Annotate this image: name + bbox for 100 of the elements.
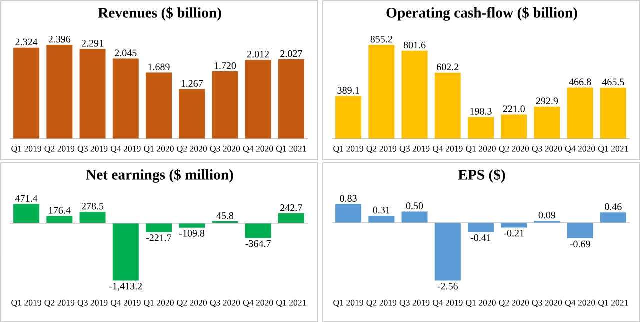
- bar: [146, 72, 172, 139]
- data-label: 1.267: [182, 80, 204, 88]
- x-tick-label: Q2 2020: [499, 146, 530, 154]
- x-tick-label: Q4 2020: [243, 146, 274, 154]
- x-tick-label: Q4 2020: [565, 300, 596, 308]
- data-label: -0.41: [470, 234, 491, 242]
- x-tick-label: Q1 2019: [334, 146, 364, 154]
- data-label: 0.50: [406, 202, 424, 210]
- bar: [336, 96, 362, 139]
- x-tick-label: Q1 2020: [466, 146, 496, 154]
- data-label: 198.3: [470, 108, 492, 115]
- data-label: 278.5: [82, 203, 104, 210]
- data-label: -0.69: [570, 240, 590, 248]
- data-label: 0.09: [538, 212, 556, 219]
- x-tick-label: Q4 2019: [432, 300, 463, 308]
- x-tick-label: Q3 2020: [532, 300, 562, 308]
- data-label: 602.2: [437, 64, 459, 71]
- x-tick-label: Q4 2019: [110, 146, 141, 154]
- x-tick-label: Q2 2020: [499, 300, 530, 308]
- x-tick-label: Q2 2020: [177, 146, 208, 154]
- x-tick-label: Q1 2019: [12, 300, 42, 308]
- chart-title: Revenues ($ billion): [98, 7, 222, 21]
- bar: [245, 60, 272, 139]
- bar: [368, 216, 395, 223]
- x-tick-label: Q1 2020: [466, 300, 496, 308]
- bar: [179, 89, 206, 139]
- data-label: 855.2: [370, 36, 392, 43]
- bar: [600, 212, 626, 223]
- x-tick-label: Q1 2020: [144, 300, 174, 308]
- x-tick-label: Q4 2019: [110, 300, 141, 308]
- data-label: -221.7: [146, 234, 172, 242]
- x-tick-label: Q2 2020: [177, 300, 208, 308]
- bar: [146, 223, 172, 232]
- bar: [46, 216, 73, 224]
- x-tick-label: Q3 2019: [400, 146, 430, 154]
- data-label: -2.56: [438, 283, 458, 290]
- bar: [567, 88, 594, 139]
- bar: [212, 72, 238, 139]
- bar: [80, 212, 106, 224]
- x-tick-label: Q3 2019: [78, 146, 108, 154]
- bar: [402, 50, 428, 139]
- data-label: 801.6: [404, 42, 426, 49]
- x-tick-label: Q2 2019: [44, 300, 75, 308]
- bar: [534, 106, 560, 139]
- data-label: 389.1: [338, 87, 360, 94]
- x-tick-label: Q1 2021: [276, 300, 306, 308]
- x-tick-label: Q4 2019: [432, 146, 463, 154]
- data-label: -364.7: [246, 240, 271, 248]
- x-tick-label: Q1 2021: [598, 146, 628, 154]
- bar: [245, 223, 272, 238]
- x-tick-label: Q3 2020: [210, 300, 240, 308]
- data-label: 242.7: [280, 204, 302, 212]
- bar: [402, 212, 428, 223]
- x-tick-label: Q1 2021: [276, 146, 306, 154]
- bar: [567, 222, 594, 239]
- bar: [46, 45, 73, 139]
- data-label: 1.720: [214, 62, 236, 70]
- x-tick-label: Q2 2019: [366, 300, 397, 308]
- bar: [468, 222, 494, 232]
- bar: [179, 223, 206, 228]
- x-tick-label: Q3 2020: [532, 146, 562, 154]
- bar: [112, 223, 139, 281]
- data-label: 465.5: [602, 78, 624, 86]
- data-label: 471.4: [15, 195, 38, 202]
- data-label: 0.46: [605, 204, 622, 210]
- data-label: 2.012: [248, 51, 270, 58]
- bar: [278, 60, 304, 139]
- data-label: 45.8: [216, 212, 234, 220]
- data-label: 2.027: [280, 50, 302, 58]
- data-label: 176.4: [49, 207, 71, 214]
- x-tick-label: Q4 2020: [243, 300, 274, 308]
- chart-title: Net earnings ($ million): [86, 169, 234, 183]
- x-tick-label: Q1 2019: [12, 146, 42, 154]
- bar: [600, 88, 626, 139]
- x-tick-label: Q3 2019: [400, 300, 430, 308]
- data-label: -109.8: [180, 230, 205, 237]
- x-tick-label: Q1 2021: [598, 300, 628, 308]
- x-tick-label: Q2 2019: [44, 146, 75, 154]
- bar: [468, 117, 494, 139]
- x-tick-label: Q1 2020: [144, 146, 174, 154]
- bar: [14, 204, 40, 224]
- x-tick-label: Q3 2019: [78, 300, 108, 308]
- x-tick-label: Q1 2019: [334, 300, 364, 308]
- bar: [112, 58, 139, 139]
- data-label: 2.396: [48, 36, 71, 43]
- data-label: 1.689: [148, 64, 170, 70]
- data-label: 221.0: [503, 106, 525, 112]
- x-tick-label: Q3 2020: [210, 146, 240, 154]
- bar: [434, 72, 461, 139]
- bar: [278, 214, 304, 224]
- data-label: 292.9: [536, 98, 558, 105]
- bar: [368, 45, 395, 139]
- data-label: 2.291: [82, 40, 104, 47]
- x-tick-label: Q2 2019: [366, 146, 397, 154]
- x-tick-label: Q4 2020: [565, 146, 596, 154]
- bar: [336, 204, 362, 223]
- data-label: -1,413.2: [110, 283, 142, 292]
- data-label: 0.83: [340, 195, 357, 202]
- bar: [14, 48, 40, 139]
- bar: [80, 49, 106, 139]
